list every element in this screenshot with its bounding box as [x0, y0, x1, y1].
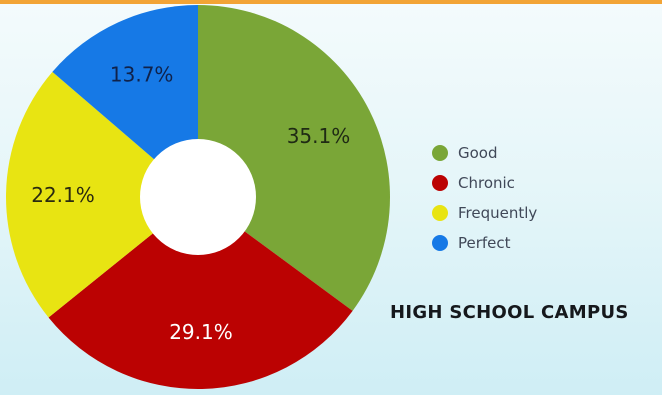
- slice-perfect: [52, 5, 198, 197]
- legend-swatch: [432, 205, 448, 221]
- slice-label-chronic: 29.1%: [169, 320, 233, 344]
- legend-item-perfect: Perfect: [432, 228, 537, 258]
- legend-item-frequently: Frequently: [432, 198, 537, 228]
- legend-swatch: [432, 175, 448, 191]
- legend-item-good: Good: [432, 138, 537, 168]
- slice-label-perfect: 13.7%: [110, 62, 174, 86]
- legend-label: Good: [458, 144, 498, 162]
- chart-title: HIGH SCHOOL CAMPUS: [390, 302, 629, 323]
- legend-label: Perfect: [458, 234, 511, 252]
- slice-label-good: 35.1%: [287, 124, 351, 148]
- slice-chronic: [48, 197, 353, 389]
- slice-frequently: [6, 71, 198, 318]
- legend-label: Chronic: [458, 174, 515, 192]
- slice-label-frequently: 22.1%: [31, 183, 95, 207]
- legend-item-chronic: Chronic: [432, 168, 537, 198]
- chart-legend: Good Chronic Frequently Perfect: [432, 138, 537, 258]
- donut-hole: [140, 139, 256, 255]
- legend-label: Frequently: [458, 204, 538, 222]
- slice-labels: 35.1% 29.1% 22.1% 13.7%: [31, 62, 350, 344]
- slice-good: [198, 5, 391, 311]
- top-accent-bar: [0, 0, 662, 4]
- donut-slices: [6, 5, 391, 389]
- legend-swatch: [432, 235, 448, 251]
- legend-swatch: [432, 145, 448, 161]
